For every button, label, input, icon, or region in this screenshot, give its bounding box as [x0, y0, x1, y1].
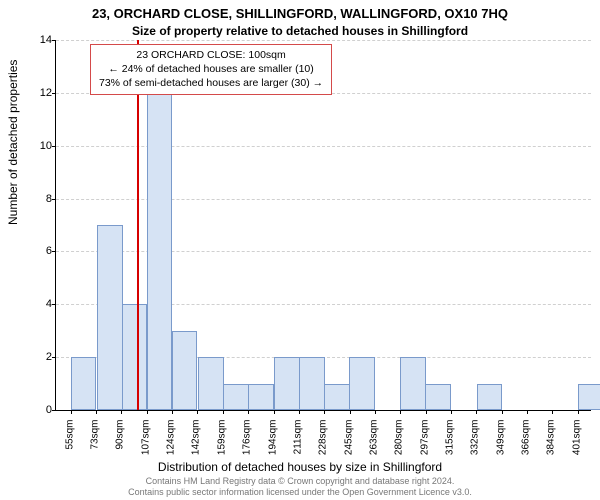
xtick-label: 401sqm [571, 420, 582, 470]
xtick-mark [299, 410, 300, 414]
ytick-mark [52, 357, 56, 358]
xtick-label: 297sqm [419, 420, 430, 470]
histogram-bar [425, 384, 451, 410]
xtick-mark [502, 410, 503, 414]
y-axis-label: Number of detached properties [6, 60, 20, 225]
xtick-label: 142sqm [191, 420, 202, 470]
xtick-label: 194sqm [267, 420, 278, 470]
histogram-bar [97, 225, 123, 410]
xtick-mark [147, 410, 148, 414]
ytick-label: 4 [32, 298, 52, 310]
histogram-bar [299, 357, 325, 410]
histogram-bar [122, 304, 148, 410]
xtick-mark [223, 410, 224, 414]
footer-line-2: Contains public sector information licen… [0, 487, 600, 498]
histogram-bar [172, 331, 198, 410]
ytick-mark [52, 40, 56, 41]
xtick-mark [71, 410, 72, 414]
histogram-bar [147, 93, 173, 410]
xtick-label: 176sqm [242, 420, 253, 470]
ytick-mark [52, 304, 56, 305]
info-line-2: ← 24% of detached houses are smaller (10… [99, 62, 323, 76]
xtick-label: 228sqm [318, 420, 329, 470]
histogram-bar [349, 357, 375, 410]
xtick-mark [324, 410, 325, 414]
xtick-label: 315sqm [445, 420, 456, 470]
xtick-label: 245sqm [343, 420, 354, 470]
xtick-mark [274, 410, 275, 414]
info-line-1: 23 ORCHARD CLOSE: 100sqm [99, 48, 323, 62]
xtick-label: 211sqm [292, 420, 303, 470]
histogram-bar [223, 384, 249, 410]
chart-container: 23, ORCHARD CLOSE, SHILLINGFORD, WALLING… [0, 0, 600, 500]
ytick-label: 6 [32, 245, 52, 257]
ytick-label: 0 [32, 404, 52, 416]
marker-info-box: 23 ORCHARD CLOSE: 100sqm ← 24% of detach… [90, 44, 332, 95]
xtick-mark [197, 410, 198, 414]
xtick-mark [578, 410, 579, 414]
xtick-mark [527, 410, 528, 414]
ytick-mark [52, 251, 56, 252]
ytick-mark [52, 410, 56, 411]
ytick-mark [52, 199, 56, 200]
xtick-mark [96, 410, 97, 414]
chart-footer: Contains HM Land Registry data © Crown c… [0, 476, 600, 498]
ytick-label: 14 [32, 34, 52, 46]
ytick-label: 12 [32, 87, 52, 99]
ytick-label: 8 [32, 193, 52, 205]
xtick-label: 73sqm [90, 420, 101, 470]
xtick-label: 159sqm [216, 420, 227, 470]
xtick-mark [350, 410, 351, 414]
histogram-bar [400, 357, 426, 410]
xtick-label: 124sqm [166, 420, 177, 470]
xtick-label: 384sqm [546, 420, 557, 470]
xtick-label: 107sqm [140, 420, 151, 470]
xtick-mark [552, 410, 553, 414]
histogram-bar [274, 357, 300, 410]
info-line-3: 73% of semi-detached houses are larger (… [99, 76, 323, 90]
marker-line [137, 40, 139, 410]
ytick-mark [52, 93, 56, 94]
xtick-mark [476, 410, 477, 414]
xtick-mark [121, 410, 122, 414]
footer-line-1: Contains HM Land Registry data © Crown c… [0, 476, 600, 487]
chart-title-sub: Size of property relative to detached ho… [0, 24, 600, 38]
histogram-bar [71, 357, 97, 410]
xtick-mark [426, 410, 427, 414]
ytick-label: 10 [32, 140, 52, 152]
ytick-mark [52, 146, 56, 147]
xtick-label: 90sqm [115, 420, 126, 470]
histogram-bar [578, 384, 600, 410]
xtick-mark [375, 410, 376, 414]
xtick-label: 349sqm [495, 420, 506, 470]
histogram-bar [324, 384, 350, 410]
plot-area [55, 40, 591, 411]
chart-title-main: 23, ORCHARD CLOSE, SHILLINGFORD, WALLING… [0, 6, 600, 21]
xtick-mark [451, 410, 452, 414]
xtick-label: 332sqm [470, 420, 481, 470]
xtick-label: 366sqm [521, 420, 532, 470]
histogram-bar [248, 384, 274, 410]
xtick-label: 55sqm [64, 420, 75, 470]
xtick-label: 280sqm [394, 420, 405, 470]
ytick-label: 2 [32, 351, 52, 363]
histogram-bar [198, 357, 224, 410]
xtick-mark [400, 410, 401, 414]
xtick-label: 263sqm [368, 420, 379, 470]
xtick-mark [248, 410, 249, 414]
xtick-mark [172, 410, 173, 414]
histogram-bar [477, 384, 503, 410]
